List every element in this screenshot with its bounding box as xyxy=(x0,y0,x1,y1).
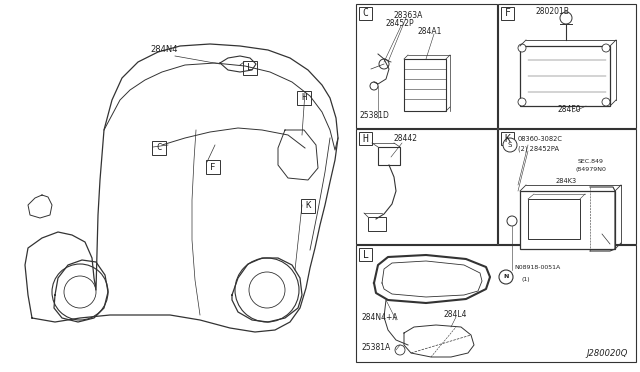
Text: K: K xyxy=(504,134,511,144)
Bar xyxy=(404,59,446,111)
Bar xyxy=(528,199,580,239)
Text: 284A1: 284A1 xyxy=(418,27,442,36)
Text: N: N xyxy=(503,275,509,279)
Text: 280201B: 280201B xyxy=(536,7,570,16)
Text: C: C xyxy=(363,9,369,19)
Text: C: C xyxy=(156,144,162,153)
Circle shape xyxy=(64,276,96,308)
Bar xyxy=(152,141,166,155)
Text: (84979N0: (84979N0 xyxy=(576,167,607,172)
Bar xyxy=(301,199,315,213)
Text: 25381D: 25381D xyxy=(360,111,390,120)
Circle shape xyxy=(52,264,108,320)
Text: 25381A: 25381A xyxy=(362,343,391,352)
Circle shape xyxy=(235,258,299,322)
Bar xyxy=(206,160,220,174)
Circle shape xyxy=(379,59,389,69)
Bar xyxy=(498,4,636,128)
Bar xyxy=(501,7,514,20)
Bar xyxy=(356,129,497,244)
Bar xyxy=(243,61,257,75)
Text: 284L4: 284L4 xyxy=(444,310,467,319)
Circle shape xyxy=(560,12,572,24)
Bar xyxy=(359,132,372,145)
Bar xyxy=(368,217,386,231)
Text: F: F xyxy=(504,9,511,19)
Bar xyxy=(501,132,514,145)
Text: (1): (1) xyxy=(522,277,531,282)
Text: F: F xyxy=(211,163,216,171)
Circle shape xyxy=(503,138,517,152)
Text: S: S xyxy=(508,142,512,148)
Text: 284F0: 284F0 xyxy=(558,105,582,114)
Text: L: L xyxy=(363,250,369,260)
Text: 284N4: 284N4 xyxy=(150,45,177,54)
Circle shape xyxy=(370,82,378,90)
Bar xyxy=(359,7,372,20)
Text: K: K xyxy=(305,202,310,211)
Bar xyxy=(359,248,372,261)
Text: 28363A: 28363A xyxy=(394,11,424,20)
Bar xyxy=(378,147,400,165)
Bar xyxy=(498,129,636,244)
Circle shape xyxy=(518,98,526,106)
Circle shape xyxy=(499,270,513,284)
Text: H: H xyxy=(301,93,307,103)
Bar xyxy=(520,191,615,249)
Bar xyxy=(520,46,610,106)
Text: (2) 28452PA: (2) 28452PA xyxy=(518,146,559,153)
Text: 08360-3082C: 08360-3082C xyxy=(518,136,563,142)
Text: H: H xyxy=(363,134,369,144)
Circle shape xyxy=(249,272,285,308)
Bar xyxy=(356,245,636,362)
Text: L: L xyxy=(247,64,253,73)
Text: 284K3: 284K3 xyxy=(556,178,577,184)
Circle shape xyxy=(602,98,610,106)
Text: 28442: 28442 xyxy=(394,134,418,143)
Text: N08918-0051A: N08918-0051A xyxy=(514,265,560,270)
Text: SEC.849: SEC.849 xyxy=(578,159,604,164)
Bar xyxy=(297,91,311,105)
Text: J280020Q: J280020Q xyxy=(587,349,628,358)
Circle shape xyxy=(518,44,526,52)
Text: 284N4+A: 284N4+A xyxy=(362,313,399,322)
Text: 28452P: 28452P xyxy=(386,19,415,28)
Bar xyxy=(356,4,497,128)
Circle shape xyxy=(507,216,517,226)
Circle shape xyxy=(602,44,610,52)
Circle shape xyxy=(395,345,405,355)
